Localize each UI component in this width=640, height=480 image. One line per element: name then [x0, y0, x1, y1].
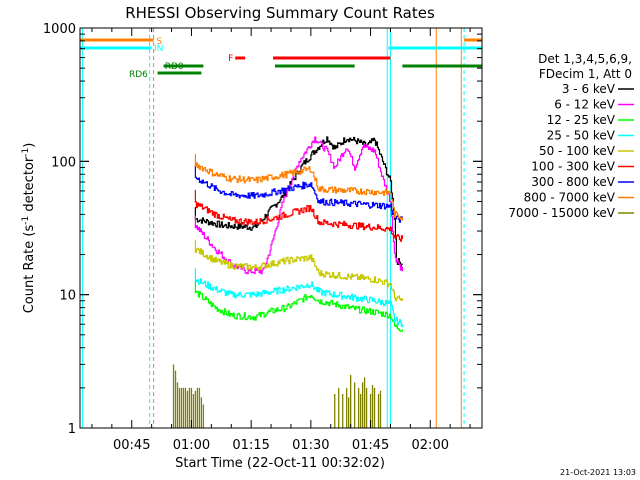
series-line [194, 165, 403, 223]
flag-label-in: IN [154, 44, 163, 54]
x-axis: 00:45 01:00 01:15 01:30 01:45 02:00 [91, 28, 471, 453]
legend-label: 25 - 50 keV [547, 129, 616, 143]
y-tick-label: 100 [51, 155, 76, 170]
flag-label-f: F [228, 54, 233, 64]
legend-header-line1: Det 1,3,4,5,6,9, [538, 52, 632, 66]
y-axis-label: Count Rate (s-1 detector-1) [21, 143, 37, 314]
legend-header-line2: FDecim 1, Att 0 [539, 67, 632, 81]
legend-label: 3 - 6 keV [562, 82, 616, 96]
flag-label-rd6: RD6 [129, 70, 148, 80]
series-line [194, 154, 403, 221]
y-tick-label: 10 [59, 289, 76, 304]
series-line [194, 268, 403, 328]
x-tick-label: 00:45 [113, 438, 150, 453]
legend-label: 300 - 800 keV [531, 175, 615, 189]
footer-timestamp: 21-Oct-2021 13:03 [560, 468, 636, 477]
y-axis-label-sup1: -1 [21, 216, 31, 225]
x-tick-label: 02:00 [412, 438, 449, 453]
legend: Det 1,3,4,5,6,9, FDecim 1, Att 0 3 - 6 k… [508, 52, 634, 220]
series-line [194, 240, 403, 302]
y-tick-label: 1000 [43, 22, 76, 37]
y-axis-label-mid: detector [22, 156, 37, 216]
y-axis-label-end: ) [22, 143, 37, 148]
legend-label: 100 - 300 keV [531, 160, 615, 174]
legend-label: 12 - 25 keV [547, 113, 616, 127]
plot-frame [79, 27, 483, 429]
x-axis-label: Start Time (22-Oct-11 00:32:02) [175, 456, 385, 471]
series-line [194, 280, 403, 332]
x-tick-label: 01:45 [352, 438, 389, 453]
x-tick-label: 01:15 [232, 438, 269, 453]
legend-label: 800 - 7000 keV [524, 191, 616, 205]
y-axis: 1 10 100 1000 [43, 22, 482, 437]
series-line [194, 136, 403, 267]
y-axis-label-main: Count Rate (s [22, 225, 37, 314]
legend-label: 7000 - 15000 keV [508, 206, 615, 220]
flag-label-s: S [156, 37, 162, 47]
y-tick-label: 1 [68, 422, 76, 437]
x-tick-label: 01:00 [173, 438, 210, 453]
legend-label: 6 - 12 keV [554, 98, 616, 112]
series-line [194, 136, 403, 275]
y-axis-label-sup2: -1 [21, 148, 31, 157]
series-line [194, 189, 403, 242]
flag-label-rd0: RD0 [165, 62, 184, 72]
legend-label: 50 - 100 keV [539, 144, 616, 158]
x-tick-label: 01:30 [292, 438, 329, 453]
chart-title: RHESSI Observing Summary Count Rates [125, 4, 435, 22]
